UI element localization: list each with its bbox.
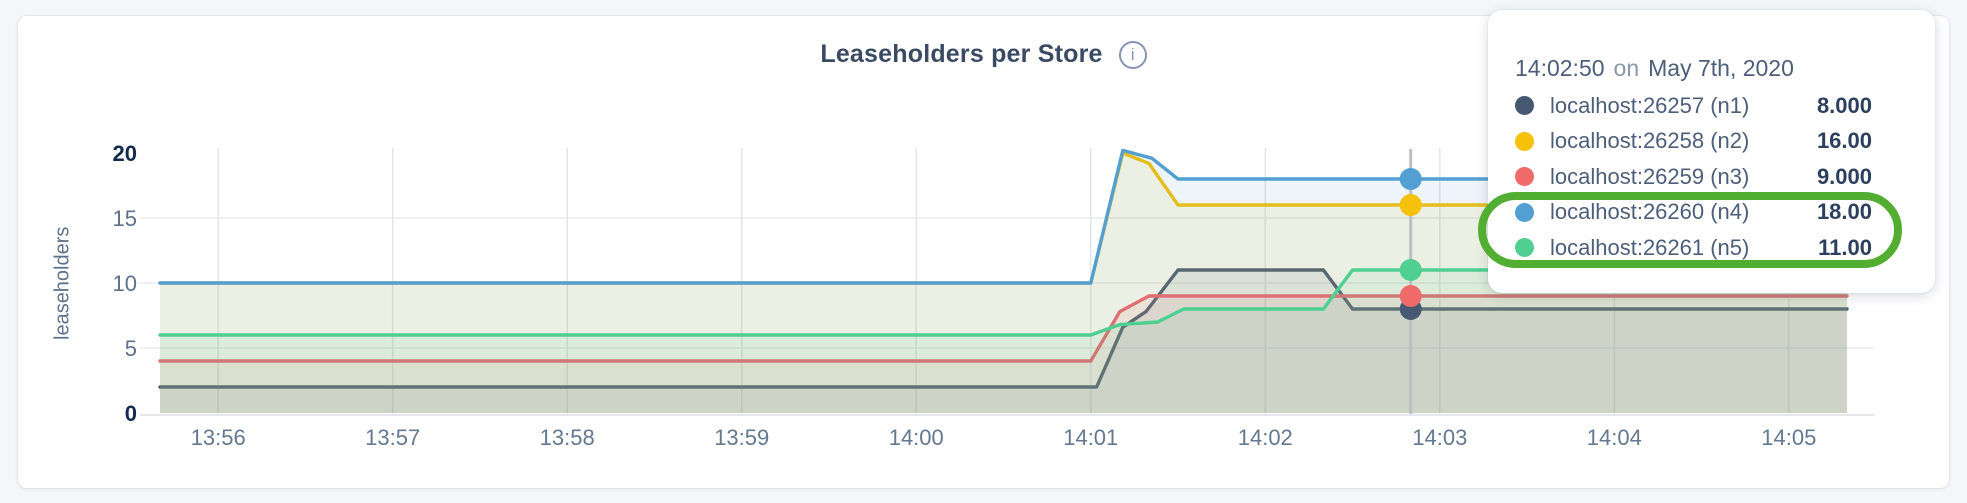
tooltip-series-value: 8.000 xyxy=(1816,92,1872,118)
tooltip-date: May 7th, 2020 xyxy=(1648,55,1794,81)
tooltip-separator: on xyxy=(1613,55,1640,81)
series-line-n4 xyxy=(158,148,1849,285)
x-tick-label: 14:04 xyxy=(1587,425,1642,450)
series-line-n1 xyxy=(158,268,1849,389)
tooltip-series-value: 18.00 xyxy=(1816,199,1872,225)
x-tick-label: 13:57 xyxy=(365,425,420,450)
tooltip-series-value: 16.00 xyxy=(1816,128,1872,154)
series-line-n5 xyxy=(158,268,1849,337)
tooltip-series-label: localhost:26258 (n2) xyxy=(1550,128,1750,154)
tooltip-row-n1: localhost:26257 (n1) 8.000 xyxy=(1515,88,1872,124)
x-tick-label: 14:01 xyxy=(1063,425,1118,450)
hover-dot-n4 xyxy=(1399,168,1422,190)
tooltip-series-value: 9.000 xyxy=(1816,163,1872,189)
series-area-n5 xyxy=(160,270,1847,413)
series-color-dot xyxy=(1515,238,1534,258)
x-tick-label: 14:03 xyxy=(1412,425,1467,450)
tooltip-row-n5: localhost:26261 (n5) 11.00 xyxy=(1515,230,1872,266)
series-area-n3 xyxy=(160,296,1847,413)
tooltip-series-value: 11.00 xyxy=(1818,234,1872,260)
tooltip-time: 14:02:50 xyxy=(1515,55,1605,81)
x-tick-label: 14:00 xyxy=(889,425,944,450)
y-tick-label: 15 xyxy=(113,206,137,231)
hover-dot-n2 xyxy=(1399,194,1422,216)
series-color-dot xyxy=(1515,96,1534,116)
tooltip-series-label: localhost:26260 (n4) xyxy=(1550,199,1750,225)
x-tick-label: 13:58 xyxy=(540,425,595,450)
hover-dot-n3 xyxy=(1399,285,1422,307)
hover-tooltip: 14:02:50 on May 7th, 2020 localhost:2625… xyxy=(1488,10,1935,293)
y-tick-label: 10 xyxy=(113,271,137,296)
x-tick-label: 13:59 xyxy=(714,425,769,450)
info-icon-glyph: i xyxy=(1130,45,1135,64)
tooltip-series-label: localhost:26259 (n3) xyxy=(1550,163,1750,189)
tooltip-row-n4: localhost:26260 (n4) 18.00 xyxy=(1515,195,1872,231)
x-tick-label: 14:02 xyxy=(1238,425,1293,450)
x-tick-label: 13:56 xyxy=(191,425,246,450)
y-tick-label: 20 xyxy=(113,141,137,166)
y-tick-label: 5 xyxy=(125,336,137,361)
tooltip-series-label: localhost:26261 (n5) xyxy=(1550,234,1750,260)
chart-title: Leaseholders per Store xyxy=(820,40,1103,68)
info-icon[interactable]: i xyxy=(1118,40,1147,69)
y-tick-label: 0 xyxy=(125,401,137,426)
tooltip-series-label: localhost:26257 (n1) xyxy=(1550,92,1750,118)
x-tick-label: 14:05 xyxy=(1761,425,1816,450)
chart-header: Leaseholders per Store i xyxy=(0,40,1967,69)
tooltip-row-n3: localhost:26259 (n3) 9.000 xyxy=(1515,159,1872,195)
series-color-dot xyxy=(1515,202,1534,222)
tooltip-series-list: localhost:26257 (n1) 8.000 localhost:26258… xyxy=(1515,88,1872,266)
tooltip-row-n2: localhost:26258 (n2) 16.00 xyxy=(1515,124,1872,160)
tooltip-header: 14:02:50 on May 7th, 2020 xyxy=(1515,52,1872,84)
series-color-dot xyxy=(1515,167,1534,187)
series-line-n3 xyxy=(158,294,1849,363)
series-area-n1 xyxy=(160,270,1847,413)
series-area-n4 xyxy=(160,150,1847,413)
hover-dot-n5 xyxy=(1399,259,1422,281)
series-color-dot xyxy=(1515,131,1534,151)
